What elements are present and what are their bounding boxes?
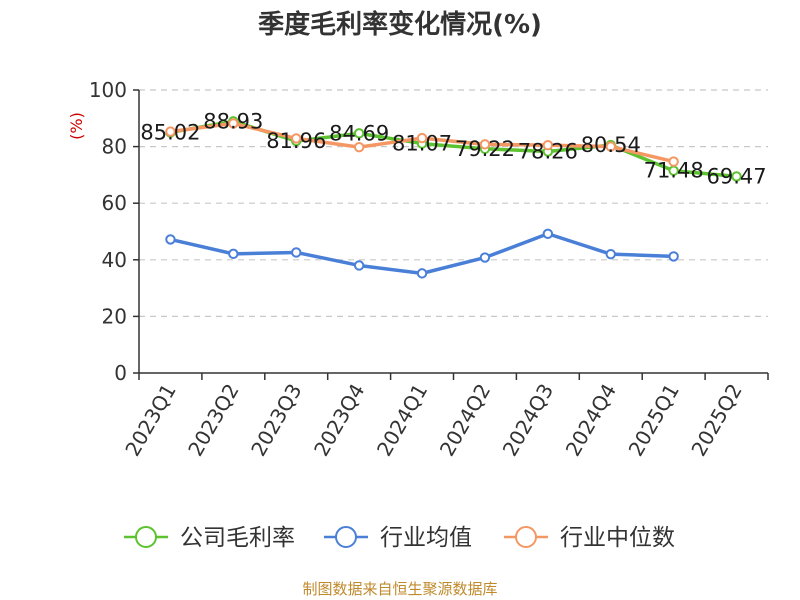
- point-2-2024Q3: [542, 139, 554, 151]
- y-tick-label-100: 100: [89, 78, 127, 102]
- legend-marker-1: [335, 526, 357, 548]
- y-tick-label-0: 0: [114, 361, 127, 385]
- point-2-2023Q1: [165, 126, 176, 137]
- point-2-2025Q1: [668, 156, 679, 167]
- point-2-2024Q2: [479, 139, 491, 150]
- legend: 公司毛利率 行业均值 行业中位数: [124, 525, 675, 551]
- data-label-2024Q4: 80.54: [581, 133, 641, 157]
- y-tick-label-60: 60: [102, 191, 127, 215]
- data-label-2024Q1: 81.07: [392, 132, 452, 156]
- legend-label-1: 行业均值: [380, 525, 472, 551]
- y-tick-label-80: 80: [102, 135, 127, 159]
- point-1-2024Q2: [479, 252, 491, 263]
- point-1-2024Q4: [605, 248, 616, 260]
- data-label-2023Q3: 81.96: [266, 129, 326, 153]
- x-tick-label-2025Q2: 2025Q2: [686, 380, 746, 461]
- point-1-2024Q1: [416, 268, 428, 279]
- source-note: 制图数据来自恒生聚源数据库: [302, 580, 498, 598]
- point-1-2023Q2: [228, 248, 239, 260]
- legend-marker-0: [135, 526, 157, 548]
- data-label-2023Q4: 84.69: [329, 121, 389, 145]
- x-tick-label-2023Q3: 2023Q3: [246, 380, 306, 461]
- point-1-2023Q1: [165, 234, 176, 245]
- y-unit-label: (%): [67, 112, 86, 140]
- point-2-2023Q4: [353, 141, 365, 153]
- legend-marker-2: [515, 526, 537, 548]
- series-layer: [165, 116, 742, 279]
- data-label-2024Q3: 78.26: [518, 140, 578, 164]
- point-2-2024Q1: [416, 132, 428, 144]
- y-tick-label-40: 40: [102, 248, 127, 272]
- point-2-2024Q4: [605, 141, 616, 152]
- x-tick-label-2025Q1: 2025Q1: [624, 380, 684, 461]
- data-label-2025Q1: 71.48: [644, 159, 704, 183]
- x-tick-label-2024Q1: 2024Q1: [372, 380, 432, 461]
- point-0-2023Q4: [353, 128, 365, 139]
- point-2-2023Q3: [291, 133, 302, 144]
- x-tick-label-2023Q4: 2023Q4: [309, 380, 369, 461]
- chart-title: 季度毛利率变化情况(%): [258, 10, 542, 40]
- x-tick-label-2024Q4: 2024Q4: [561, 380, 621, 461]
- grid-layer: [139, 89, 768, 317]
- point-1-2024Q3: [542, 228, 554, 239]
- legend-label-0: 公司毛利率: [180, 525, 295, 551]
- point-1-2023Q3: [291, 247, 302, 258]
- x-tick-label-2024Q2: 2024Q2: [435, 380, 495, 461]
- x-tick-label-2024Q3: 2024Q3: [498, 380, 558, 461]
- data-label-2024Q2: 79.22: [455, 137, 515, 161]
- series-line-1: [170, 232, 674, 276]
- point-0-2025Q2: [731, 171, 742, 182]
- data-label-2023Q2: 88.93: [203, 109, 263, 133]
- x-tick-label-2023Q2: 2023Q2: [183, 380, 243, 461]
- legend-label-2: 行业中位数: [560, 525, 675, 551]
- data-label-2025Q2: 69.47: [706, 164, 766, 188]
- data-label-2023Q1: 85.02: [140, 120, 200, 144]
- x-tick-label-2023Q1: 2023Q1: [120, 380, 180, 461]
- point-1-2025Q1: [668, 251, 679, 262]
- y-tick-label-20: 20: [102, 304, 127, 328]
- point-2-2023Q2: [228, 118, 239, 129]
- point-1-2023Q4: [353, 260, 365, 271]
